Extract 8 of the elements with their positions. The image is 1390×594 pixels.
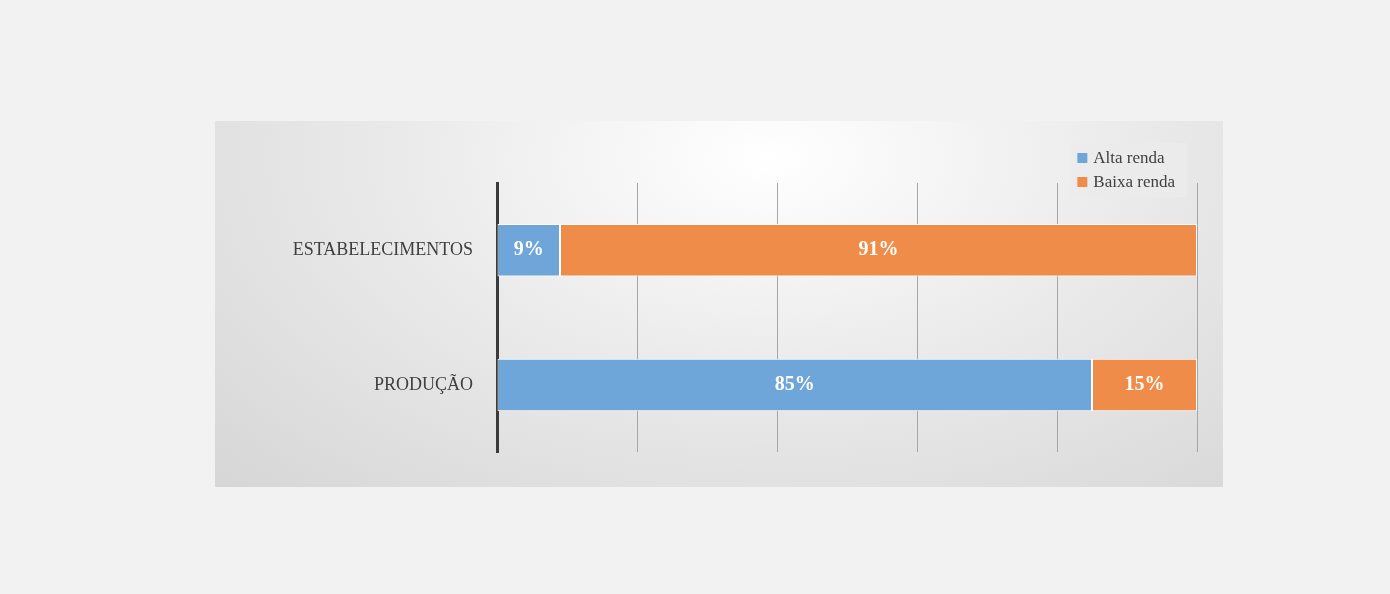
data-label: 15%	[1124, 372, 1165, 395]
data-label: 9%	[513, 237, 544, 260]
y-tick-label: PRODUÇÃO	[373, 372, 473, 394]
legend-label: Baixa renda	[1093, 172, 1176, 192]
y-tick-label: ESTABELECIMENTOS	[292, 239, 473, 260]
data-label: 85%	[774, 372, 815, 395]
data-label: 91%	[858, 237, 899, 260]
legend-label: Alta renda	[1093, 148, 1166, 168]
